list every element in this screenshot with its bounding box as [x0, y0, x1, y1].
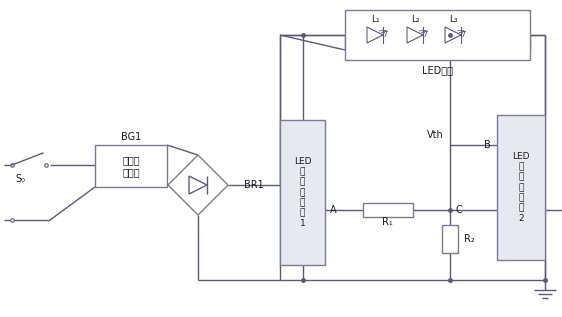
Bar [345, 10, 530, 60]
Text: 可控硅
调光器: 可控硅 调光器 [122, 155, 140, 177]
Text: R₂: R₂ [464, 234, 475, 244]
Bar [280, 120, 325, 265]
Text: L₁: L₁ [371, 15, 379, 23]
Text: LED
恒
流
控
制
器
2: LED 恒 流 控 制 器 2 [512, 152, 530, 223]
Bar [442, 225, 458, 253]
Text: B: B [484, 140, 491, 150]
Text: BR1: BR1 [244, 180, 264, 190]
Bar [497, 115, 545, 260]
Text: LED灯串: LED灯串 [422, 65, 453, 75]
Text: L₂: L₂ [411, 15, 419, 23]
Text: BG1: BG1 [121, 132, 141, 142]
Text: C: C [456, 205, 463, 215]
Text: A: A [330, 205, 337, 215]
Bar [95, 145, 167, 187]
Text: S₀: S₀ [15, 174, 25, 184]
Bar [362, 203, 413, 217]
Text: R₁: R₁ [382, 217, 393, 227]
Text: Vth: Vth [427, 130, 444, 140]
Text: LED
恒
流
控
制
器
1: LED 恒 流 控 制 器 1 [294, 157, 311, 228]
Text: L₃: L₃ [448, 15, 457, 23]
